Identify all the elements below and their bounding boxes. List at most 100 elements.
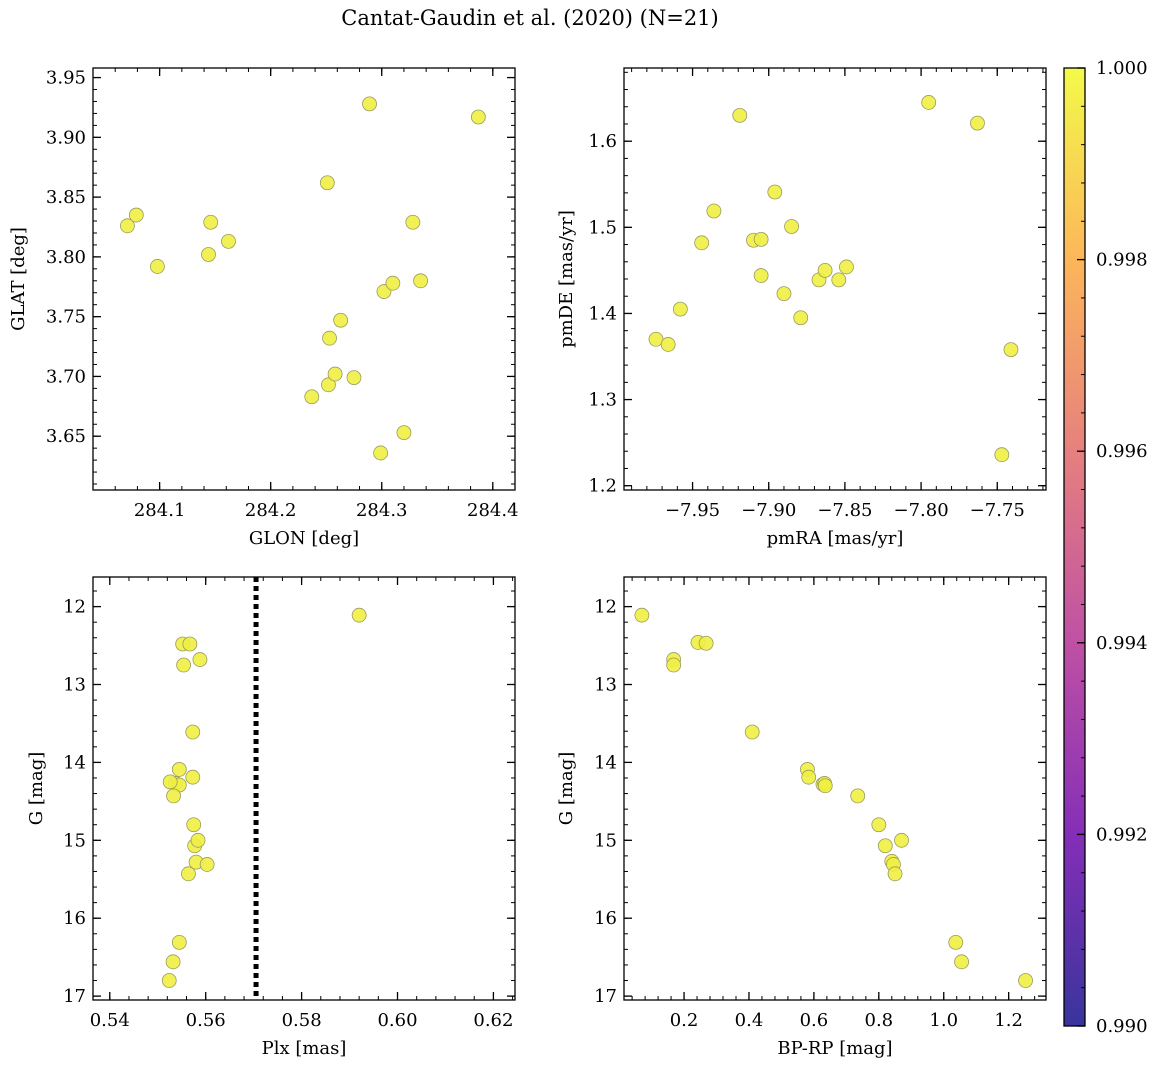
bprp-g-axes-frame — [623, 576, 1047, 1001]
pmra-pmde-data-point — [831, 272, 847, 288]
pmra-pmde-data-point — [921, 95, 937, 110]
glon-glat-data-point — [413, 273, 429, 289]
plx-g-data-point — [171, 762, 187, 777]
pmra-pmde-points — [648, 95, 1019, 463]
glon-glat-y-tick-label: 3.75 — [46, 307, 86, 328]
colorbar-tick-label: 0.998 — [1096, 250, 1148, 271]
bprp-g-data-point — [871, 817, 887, 833]
pmra-pmde-data-point — [660, 337, 676, 352]
plx-g-data-point — [192, 652, 208, 667]
pmra-pmde-data-point — [994, 447, 1010, 463]
bprp-g-data-point — [666, 657, 682, 673]
glon-glat-data-point — [150, 259, 165, 274]
bprp-g-x-tick-label: 0.4 — [735, 1010, 764, 1031]
pmra-pmde-data-point — [732, 107, 748, 123]
pmra-pmde-x-tick-label: −7.85 — [817, 500, 872, 521]
pmra-pmde-x-tick-label: −7.80 — [893, 500, 948, 521]
bprp-g-points — [634, 607, 1033, 988]
plx-g-y-tick-label: 12 — [63, 597, 86, 618]
bprp-g-data-point — [817, 778, 833, 794]
glon-glat-data-point — [470, 109, 486, 125]
bprp-g-data-point — [877, 838, 893, 854]
colorbar-tick-label: 0.992 — [1096, 824, 1148, 845]
plx-g-data-point — [176, 657, 192, 673]
bprp-g-x-tick-label: 0.6 — [800, 1010, 829, 1031]
plx-g-x-axis-label: Plx [mas] — [262, 1038, 347, 1059]
bprp-g-data-point — [1018, 973, 1033, 988]
glon-glat-data-point — [120, 218, 135, 234]
plx-g-y-tick-label: 17 — [63, 986, 86, 1007]
pmra-pmde-data-point — [672, 301, 688, 317]
glon-glat-y-tick-label: 3.85 — [46, 187, 86, 208]
pmra-pmde-data-point — [753, 268, 769, 283]
plx-g-x-tick-label: 0.62 — [473, 1010, 513, 1031]
bprp-g-y-tick-label: 17 — [594, 986, 617, 1007]
glon-glat-y-tick-label: 3.80 — [46, 247, 86, 268]
pmra-pmde-data-point — [776, 286, 792, 302]
glon-glat-data-point — [304, 389, 320, 405]
plx-g-x-tick-label: 0.60 — [377, 1010, 417, 1031]
pmra-pmde-y-tick-label: 1.3 — [588, 390, 617, 411]
glon-glat-data-point — [405, 214, 421, 230]
bprp-g-y-tick-label: 13 — [594, 675, 617, 696]
pmra-pmde-data-point — [694, 235, 710, 251]
plx-g-data-point — [190, 832, 206, 848]
glon-glat-panel: 284.1 284.2 284.3 284.4 3.65 3.70 3.75 3.80 3.85… — [8, 67, 519, 549]
pmra-pmde-data-point — [817, 262, 833, 278]
glon-glat-axes-frame — [92, 67, 516, 491]
colorbar-gradient — [1064, 68, 1085, 1026]
plx-g-data-point — [351, 607, 367, 623]
pmra-pmde-y-axis-label: pmDE [mas/yr] — [556, 210, 577, 348]
bprp-g-x-tick-label: 1.0 — [929, 1010, 958, 1031]
glon-glat-points — [120, 96, 486, 461]
pmra-pmde-data-point — [839, 259, 854, 275]
plx-g-points — [161, 607, 367, 988]
plx-g-x-tick-label: 0.56 — [186, 1010, 226, 1031]
glon-glat-data-point — [396, 425, 412, 441]
pm-panel: −7.95 −7.90 −7.85 −7.80 −7.75 1.2 1.3 1.4 1.5 1.6… — [556, 67, 1047, 549]
plx-g-data-point — [165, 954, 181, 970]
bprp-g-data-point — [634, 607, 650, 623]
colorbar: 0.990 0.992 0.994 0.996 0.998 1.000 — [1063, 58, 1148, 1037]
plx-g-data-point — [162, 774, 178, 790]
bprp-g-data-point — [948, 934, 964, 950]
plx-g-data-point — [199, 857, 215, 872]
pmra-pmde-data-point — [767, 184, 783, 200]
pmra-pmde-y-tick-label: 1.5 — [588, 217, 617, 238]
bprp-g-data-point — [887, 866, 903, 882]
bprp-g-y-tick-label: 14 — [594, 752, 617, 773]
bprp-g-x-tick-label: 0.2 — [670, 1010, 699, 1031]
glon-glat-data-point — [346, 370, 362, 386]
colorbar-frame — [1063, 67, 1086, 1027]
bprp-g-data-point — [954, 954, 969, 970]
glon-glat-data-point — [327, 366, 343, 382]
glon-glat-x-tick-label: 284.3 — [356, 500, 408, 521]
glon-glat-data-point — [221, 233, 236, 249]
bprp-g-data-point — [894, 832, 909, 848]
plx-g-y-tick-label: 15 — [63, 830, 86, 851]
bprp-g-y-tick-label: 12 — [594, 597, 617, 618]
colorbar-tick-label: 1.000 — [1096, 58, 1148, 79]
bprp-g-x-axis-label: BP-RP [mag] — [777, 1038, 892, 1059]
glon-glat-data-point — [319, 175, 335, 191]
pmra-pmde-y-tick-label: 1.4 — [588, 303, 617, 324]
pmra-pmde-data-point — [706, 203, 722, 219]
plx-g-data-point — [166, 788, 181, 804]
plx-g-data-point — [181, 866, 196, 882]
glon-glat-x-tick-label: 284.4 — [467, 500, 519, 521]
glon-glat-data-point — [362, 96, 377, 112]
plx-g-y-axis-label: G [mag] — [26, 752, 47, 825]
glon-glat-data-point — [203, 214, 219, 230]
pmra-pmde-x-tick-label: −7.75 — [970, 500, 1025, 521]
glon-glat-y-axis-label: GLAT [deg] — [8, 227, 29, 331]
plx-g-y-tick-label: 14 — [63, 752, 86, 773]
plx-g-axes-frame — [92, 576, 516, 1001]
pmra-pmde-data-point — [793, 310, 809, 326]
plx-g-data-point — [171, 934, 187, 950]
glon-glat-data-point — [373, 445, 389, 461]
bprp-g-data-point — [801, 769, 817, 785]
pmra-pmde-data-point — [970, 115, 985, 131]
figure-title: Cantat-Gaudin et al. (2020) (N=21) — [341, 6, 719, 30]
pmra-pmde-data-point — [784, 219, 799, 234]
